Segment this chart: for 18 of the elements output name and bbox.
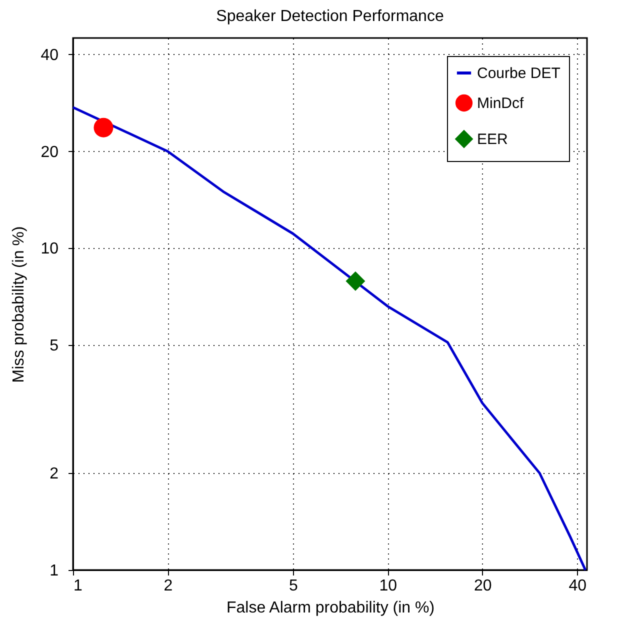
y-tick-label: 2 — [50, 466, 59, 483]
y-tick-label: 10 — [40, 240, 59, 258]
y-tick-label: 20 — [40, 144, 59, 161]
y-tick-label: 5 — [50, 338, 59, 355]
x-tick-label: 40 — [568, 578, 587, 594]
x-tick-label: 5 — [288, 578, 298, 594]
chart-title: Speaker Detection Performance — [216, 8, 444, 25]
y-axis-title: Miss probability (in %) — [10, 226, 28, 383]
legend-label: MinDcf — [477, 95, 524, 112]
legend-label: Courbe DET — [477, 65, 560, 82]
x-tick-label: 10 — [379, 578, 398, 594]
y-tick-label: 40 — [40, 46, 59, 64]
x-axis-title: False Alarm probability (in %) — [226, 600, 435, 616]
x-tick-label: 20 — [474, 578, 492, 594]
legend-label: EER — [477, 131, 508, 148]
x-tick-label: 2 — [164, 578, 173, 594]
x-tick-label: 1 — [74, 578, 82, 594]
y-tick-label: 1 — [50, 562, 59, 580]
